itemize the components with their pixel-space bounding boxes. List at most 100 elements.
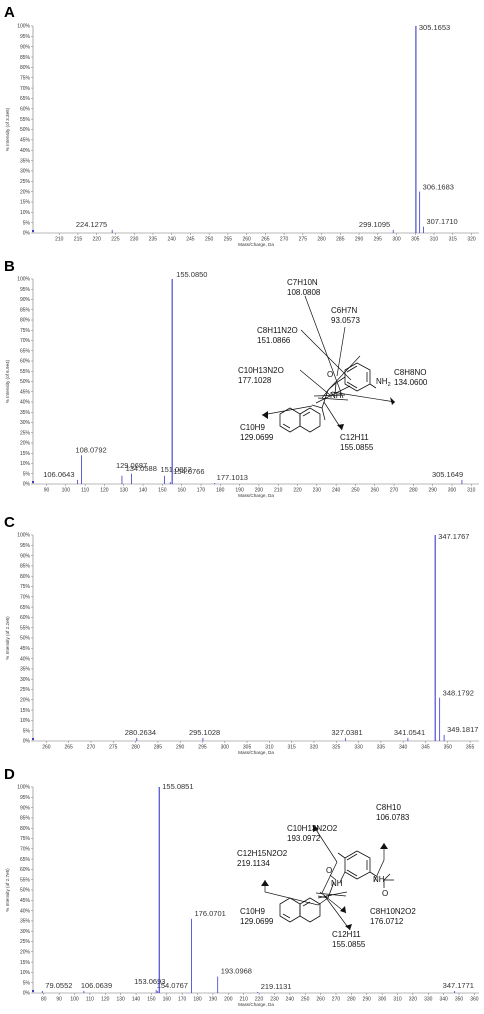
peak-label: 177.1013	[217, 473, 248, 482]
x-tick-label: 200	[224, 997, 233, 1003]
panel-d: D 0% 5% 10% 15% 20% 25% 30% 35% 40% 45% 50% 55% 60% 65…	[4, 766, 479, 1007]
y-tick-label: 60%	[20, 867, 31, 873]
x-tick-label: 140	[132, 997, 141, 1003]
y-tick-label: 15%	[20, 960, 31, 966]
y-tick-label: 25%	[20, 430, 31, 436]
x-tick-label: 100	[62, 488, 71, 494]
y-tick-label: 10%	[20, 210, 31, 216]
panel-a: A 0% 5% 10% 15% 20% 25% 30% 35% 40% 45% 50% 55% 60% 65…	[4, 4, 479, 247]
x-tick-label: 300	[221, 745, 230, 751]
y-tick-label: 95%	[20, 543, 31, 549]
x-tick-label: 190	[209, 997, 218, 1003]
struct-b-nh2: NH2	[376, 377, 391, 388]
x-tick-label: 250	[351, 488, 360, 494]
y-tick-label: 85%	[20, 307, 31, 313]
y-tick-label: 80%	[20, 826, 31, 832]
frag-d-formula-5: C8H10N2O2	[370, 907, 416, 916]
struct-d-o: O	[326, 866, 332, 875]
y-tick-label: 15%	[20, 708, 31, 714]
x-tick-label: 315	[449, 237, 458, 243]
peak-label: 155.0851	[162, 782, 193, 791]
peak-label: 347.1767	[438, 532, 469, 541]
frag-b-formula-1: C6H7N	[331, 306, 357, 315]
x-tick-label: 305	[411, 237, 420, 243]
peak-label: 106.0643	[43, 470, 74, 479]
x-tick-label: 225	[111, 237, 120, 243]
y-tick-label: 30%	[20, 677, 31, 683]
x-tick-label: 295	[198, 745, 207, 751]
x-tick-label: 270	[332, 997, 341, 1003]
y-tick-label: 55%	[20, 117, 31, 123]
y-tick-label: 40%	[20, 908, 31, 914]
x-tick-label: 310	[265, 745, 274, 751]
x-tick-label: 305	[243, 745, 252, 751]
peak-label: 327.0381	[331, 728, 362, 737]
frag-b-formula-5: C10H9	[240, 423, 265, 432]
y-tick-label: 5%	[23, 728, 31, 734]
frag-d-mass-5: 176.0712	[370, 917, 404, 926]
peak-label: 106.0639	[81, 981, 112, 990]
frag-d-mass-2: 219.1134	[237, 859, 270, 868]
origin-marker	[32, 481, 34, 483]
x-tick-label: 270	[87, 745, 96, 751]
y-tick-label: 35%	[20, 410, 31, 416]
peak-label: 224.1275	[76, 220, 107, 229]
peak-label: 79.0552	[45, 981, 72, 990]
y-tick-label: 60%	[20, 359, 31, 365]
peak-label: 307.1710	[426, 217, 457, 226]
y-tick-label: 65%	[20, 605, 31, 611]
x-tick-label: 330	[354, 745, 363, 751]
x-tick-label: 320	[310, 745, 319, 751]
x-tick-label: 150	[147, 997, 156, 1003]
peak-label: 155.0850	[176, 270, 207, 279]
x-tick-label: 220	[255, 997, 264, 1003]
x-tick-label: 200	[255, 488, 264, 494]
x-tick-label: 275	[109, 745, 118, 751]
x-tick-label: 240	[168, 237, 177, 243]
frag-d-formula-4: C12H11	[332, 930, 361, 939]
frag-d-formula-1: C10H13N2O2	[287, 824, 338, 833]
y-tick-label: 85%	[20, 564, 31, 570]
y-tick-label: 90%	[20, 553, 31, 559]
panel-letter: D	[4, 766, 15, 783]
y-tick-label: 20%	[20, 441, 31, 447]
frag-b-mass-1: 93.0573	[331, 316, 360, 325]
y-tick-label: 0%	[23, 482, 31, 488]
x-tick-label: 110	[81, 488, 89, 494]
y-tick-label: 0%	[23, 991, 31, 997]
structure-d: O NH NH O C8H10 106.0783 C10H13N2O2 193.…	[237, 803, 416, 949]
y-tick-label: 35%	[20, 667, 31, 673]
x-tick-label: 340	[399, 745, 408, 751]
frag-b-mass-2: 151.0866	[257, 336, 291, 345]
x-tick-label: 300	[448, 488, 457, 494]
x-tick-label: 265	[261, 237, 270, 243]
x-tick-label: 190	[235, 488, 244, 494]
x-tick-label: 260	[316, 997, 325, 1003]
y-tick-label: 10%	[20, 461, 31, 467]
x-tick-label: 345	[421, 745, 430, 751]
x-tick-label: 275	[299, 237, 308, 243]
frag-d-mass-1: 193.0972	[287, 834, 321, 843]
x-tick-label: 240	[286, 997, 295, 1003]
x-tick-label: 285	[336, 237, 345, 243]
y-tick-label: 55%	[20, 877, 31, 883]
x-tick-label: 300	[392, 237, 401, 243]
panel-b: B 0% 5% 10% 15% 20% 25% 30% 35% 40% 45% 50% 55% 60% 65…	[4, 258, 479, 498]
y-tick-label: 45%	[20, 646, 31, 652]
y-tick-label: 50%	[20, 888, 31, 894]
frag-d-formula-2: C12H15N2O2	[237, 849, 288, 858]
x-tick-label: 240	[332, 488, 341, 494]
peak-label: 348.1792	[443, 689, 474, 698]
x-tick-label: 265	[65, 745, 74, 751]
x-tick-label: 230	[270, 997, 279, 1003]
x-tick-label: 320	[409, 997, 418, 1003]
y-tick-label: 50%	[20, 379, 31, 385]
frag-d-mass-3: 129.0699	[240, 917, 274, 926]
peak-label: 305.1649	[432, 470, 463, 479]
x-tick-label: 215	[74, 237, 83, 243]
origin-marker	[32, 738, 34, 740]
x-tick-label: 160	[177, 488, 186, 494]
x-tick-label: 300	[378, 997, 387, 1003]
frag-d-formula-3: C10H9	[240, 907, 265, 916]
x-tick-label: 310	[430, 237, 439, 243]
